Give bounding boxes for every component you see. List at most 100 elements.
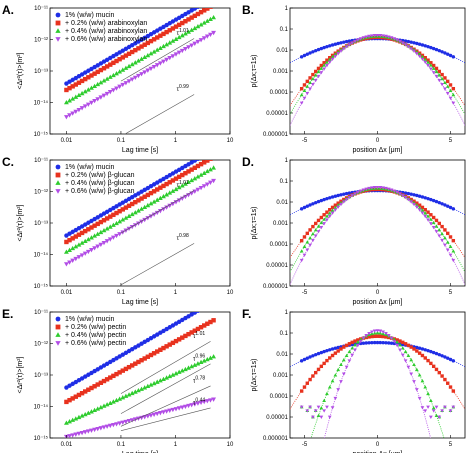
data-point [126,51,132,56]
data-point [79,391,85,396]
data-point [443,228,447,232]
data-point [208,149,212,153]
data-point [179,183,185,188]
data-point [426,358,430,363]
data-point [299,86,304,91]
data-point [170,54,176,59]
data-point [367,335,371,339]
data-point [129,49,135,55]
data-point [445,248,450,252]
data-point [92,427,98,433]
series-1 [64,305,206,390]
data-point [110,399,116,404]
data-point [325,348,329,353]
data-point [437,48,441,53]
x-tick-label: 0 [376,290,380,296]
data-point [311,415,315,419]
data-point [330,379,335,383]
data-point [176,369,182,374]
data-point [173,176,179,181]
x-tick-label: 10 [227,442,234,448]
data-point [192,13,197,19]
data-point [182,181,188,186]
data-point [403,359,408,363]
data-point [431,198,436,203]
data-point [316,69,321,74]
data-point [198,325,204,330]
data-point [400,346,405,350]
data-point [189,15,194,20]
data-point [192,165,197,171]
data-point [186,365,191,370]
data-point [370,34,374,38]
data-point [114,210,119,216]
data-point [415,193,419,198]
data-point [202,305,206,309]
data-point [325,196,329,201]
data-point [322,349,326,354]
data-point [167,28,172,33]
data-point [428,398,433,403]
data-point [437,228,442,232]
data-point [145,414,151,419]
data-point [308,243,312,247]
data-point [431,71,436,75]
data-point [114,397,119,403]
data-point [313,228,318,232]
data-point [63,262,69,267]
data-point [139,44,144,49]
x-tick-label: 1 [174,290,178,296]
data-point [120,67,126,72]
data-point [201,399,207,405]
data-point [325,210,329,214]
data-point [319,364,324,369]
data-point [440,72,444,77]
x-tick-label: 0 [376,138,380,144]
data-point [420,43,425,47]
data-point [308,203,312,207]
data-point [316,405,321,409]
data-point [148,352,154,358]
data-point [370,340,374,345]
data-point [82,238,88,244]
data-point [330,195,335,199]
data-point [136,58,141,63]
data-point [443,236,447,240]
data-point [325,405,329,409]
data-point [211,354,217,359]
x-tick-label: -5 [302,442,308,448]
data-point [333,205,338,210]
data-point [192,41,198,46]
data-point [204,34,210,39]
data-point [107,224,113,229]
data-point [384,186,388,191]
data-point [355,38,360,42]
x-tick-label: 0.01 [61,290,73,296]
x-tick-label: 5 [449,442,453,448]
legend-label: + 0.4% (w/w) pectin [65,332,126,339]
data-point [406,39,411,44]
y-tick-label: 0.001 [273,221,289,227]
data-point [208,167,213,172]
slope-line [120,385,211,427]
data-point [167,180,172,185]
data-point [344,353,349,358]
y-tick-label: 0.000001 [263,436,289,442]
data-point [451,92,456,97]
data-point [202,153,206,157]
data-point [333,194,338,198]
data-point [201,160,207,165]
data-point [325,60,329,64]
data-point [316,47,321,52]
data-point [76,232,82,237]
data-point [170,178,176,183]
data-point [211,147,215,151]
data-point [95,426,101,432]
data-point [358,341,363,346]
data-point [381,330,385,334]
data-point [76,92,82,98]
data-point [195,23,201,29]
data-point [364,341,368,345]
data-point [440,238,444,243]
data-point [308,87,312,91]
